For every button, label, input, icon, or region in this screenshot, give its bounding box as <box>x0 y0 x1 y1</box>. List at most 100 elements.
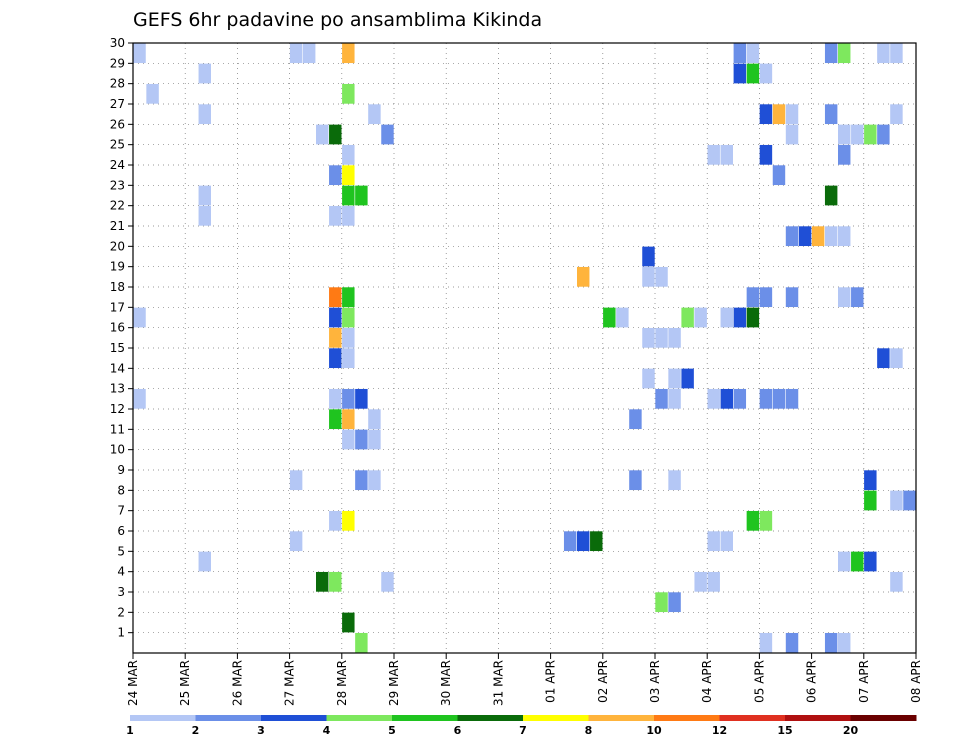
ensemble-cell <box>381 124 394 145</box>
ensemble-cell <box>563 531 577 552</box>
ensemble-cell <box>838 144 851 165</box>
ensemble-cell <box>772 388 786 409</box>
y-tick-label: 18 <box>110 280 125 294</box>
ensemble-cell <box>877 124 890 145</box>
ensemble-cell <box>198 205 211 226</box>
x-tick-label: 30 MAR <box>439 660 453 706</box>
ensemble-cell <box>668 368 681 389</box>
ensemble-cell <box>890 348 903 369</box>
ensemble-cell <box>342 612 355 633</box>
ensemble-cell <box>838 551 851 572</box>
colorbar-segment <box>719 715 786 721</box>
y-tick-label: 22 <box>110 199 125 213</box>
y-tick-label: 8 <box>117 483 125 497</box>
colorbar-segment <box>392 715 458 721</box>
ensemble-cell <box>668 470 681 491</box>
y-tick-label: 7 <box>117 504 125 518</box>
ensemble-cell <box>877 43 890 64</box>
ensemble-cell <box>864 490 877 511</box>
ensemble-cell <box>329 124 342 145</box>
ensemble-cell <box>642 266 655 287</box>
ensemble-cell <box>824 104 838 125</box>
ensemble-cell <box>642 368 655 389</box>
ensemble-cell <box>590 531 603 552</box>
ensemble-cell <box>759 104 773 125</box>
ensemble-cell <box>616 307 629 328</box>
ensemble-cell <box>342 388 355 409</box>
ensemble-cell <box>759 287 773 308</box>
ensemble-cell <box>289 531 303 552</box>
colorbar-label: 20 <box>843 724 859 737</box>
ensemble-cell <box>694 307 707 328</box>
ensemble-cell <box>890 104 903 125</box>
ensemble-cell <box>707 531 720 552</box>
ensemble-cell <box>746 307 760 328</box>
colorbar-segment <box>785 715 851 721</box>
x-tick-label: 25 MAR <box>178 660 192 706</box>
ensemble-cell <box>329 307 342 328</box>
ensemble-cell <box>289 43 303 64</box>
ensemble-cell <box>681 368 694 389</box>
ensemble-cell <box>342 165 355 186</box>
ensemble-cell <box>368 429 381 450</box>
colorbar-segment <box>523 715 589 721</box>
ensemble-cell <box>824 185 838 206</box>
ensemble-cell <box>329 165 342 186</box>
ensemble-cell <box>342 205 355 226</box>
ensemble-cell <box>746 43 760 64</box>
x-tick-label: 29 MAR <box>387 660 401 706</box>
ensemble-cell <box>316 124 329 145</box>
ensemble-cell <box>746 510 760 531</box>
ensemble-cell <box>133 43 146 64</box>
ensemble-cell <box>668 327 681 348</box>
ensemble-cell <box>851 551 864 572</box>
y-tick-label: 5 <box>117 544 125 558</box>
ensemble-cell <box>629 470 642 491</box>
ensemble-cell <box>577 531 590 552</box>
x-tick-label: 24 MAR <box>126 660 140 706</box>
ensemble-cell <box>720 531 733 552</box>
ensemble-cell <box>355 632 368 653</box>
ensemble-cell <box>720 388 733 409</box>
y-tick-label: 24 <box>110 158 125 172</box>
ensemble-cell <box>342 287 355 308</box>
colorbar-segment <box>588 715 655 721</box>
x-tick-label: 07 APR <box>857 660 871 703</box>
ensemble-cell <box>838 43 851 64</box>
colorbar-segment <box>326 715 393 721</box>
colorbar-label: 3 <box>257 724 265 737</box>
ensemble-cell <box>329 287 342 308</box>
colorbar-label: 7 <box>519 724 527 737</box>
y-tick-label: 4 <box>117 565 125 579</box>
ensemble-cell <box>668 592 681 613</box>
ensemble-cell <box>342 144 355 165</box>
x-tick-label: 04 APR <box>700 660 714 703</box>
ensemble-cell <box>355 429 368 450</box>
colorbar-label: 8 <box>585 724 593 737</box>
ensemble-cell <box>890 571 903 592</box>
ensemble-cell <box>329 388 342 409</box>
y-tick-label: 15 <box>110 341 125 355</box>
grid <box>133 43 916 653</box>
ensemble-cell <box>133 307 146 328</box>
ensemble-cell <box>864 124 877 145</box>
ensemble-cell <box>733 307 747 328</box>
ensemble-cell <box>759 144 773 165</box>
ensemble-cell <box>720 307 733 328</box>
ensemble-cell <box>746 287 760 308</box>
ensemble-cell <box>329 510 342 531</box>
x-tick-label: 06 APR <box>805 660 819 703</box>
ensemble-cell <box>851 124 864 145</box>
ensemble-cell <box>329 348 342 369</box>
ensemble-cell <box>342 43 355 64</box>
y-tick-label: 9 <box>117 463 125 477</box>
x-tick-label: 03 APR <box>648 660 662 703</box>
ensemble-cell <box>824 226 838 247</box>
y-axis: 1234567891011121314151617181920212223242… <box>110 36 133 640</box>
y-tick-label: 21 <box>110 219 125 233</box>
y-tick-label: 28 <box>110 77 125 91</box>
colorbar-segment <box>130 715 196 721</box>
ensemble-cell <box>368 470 381 491</box>
ensemble-cell <box>694 571 707 592</box>
